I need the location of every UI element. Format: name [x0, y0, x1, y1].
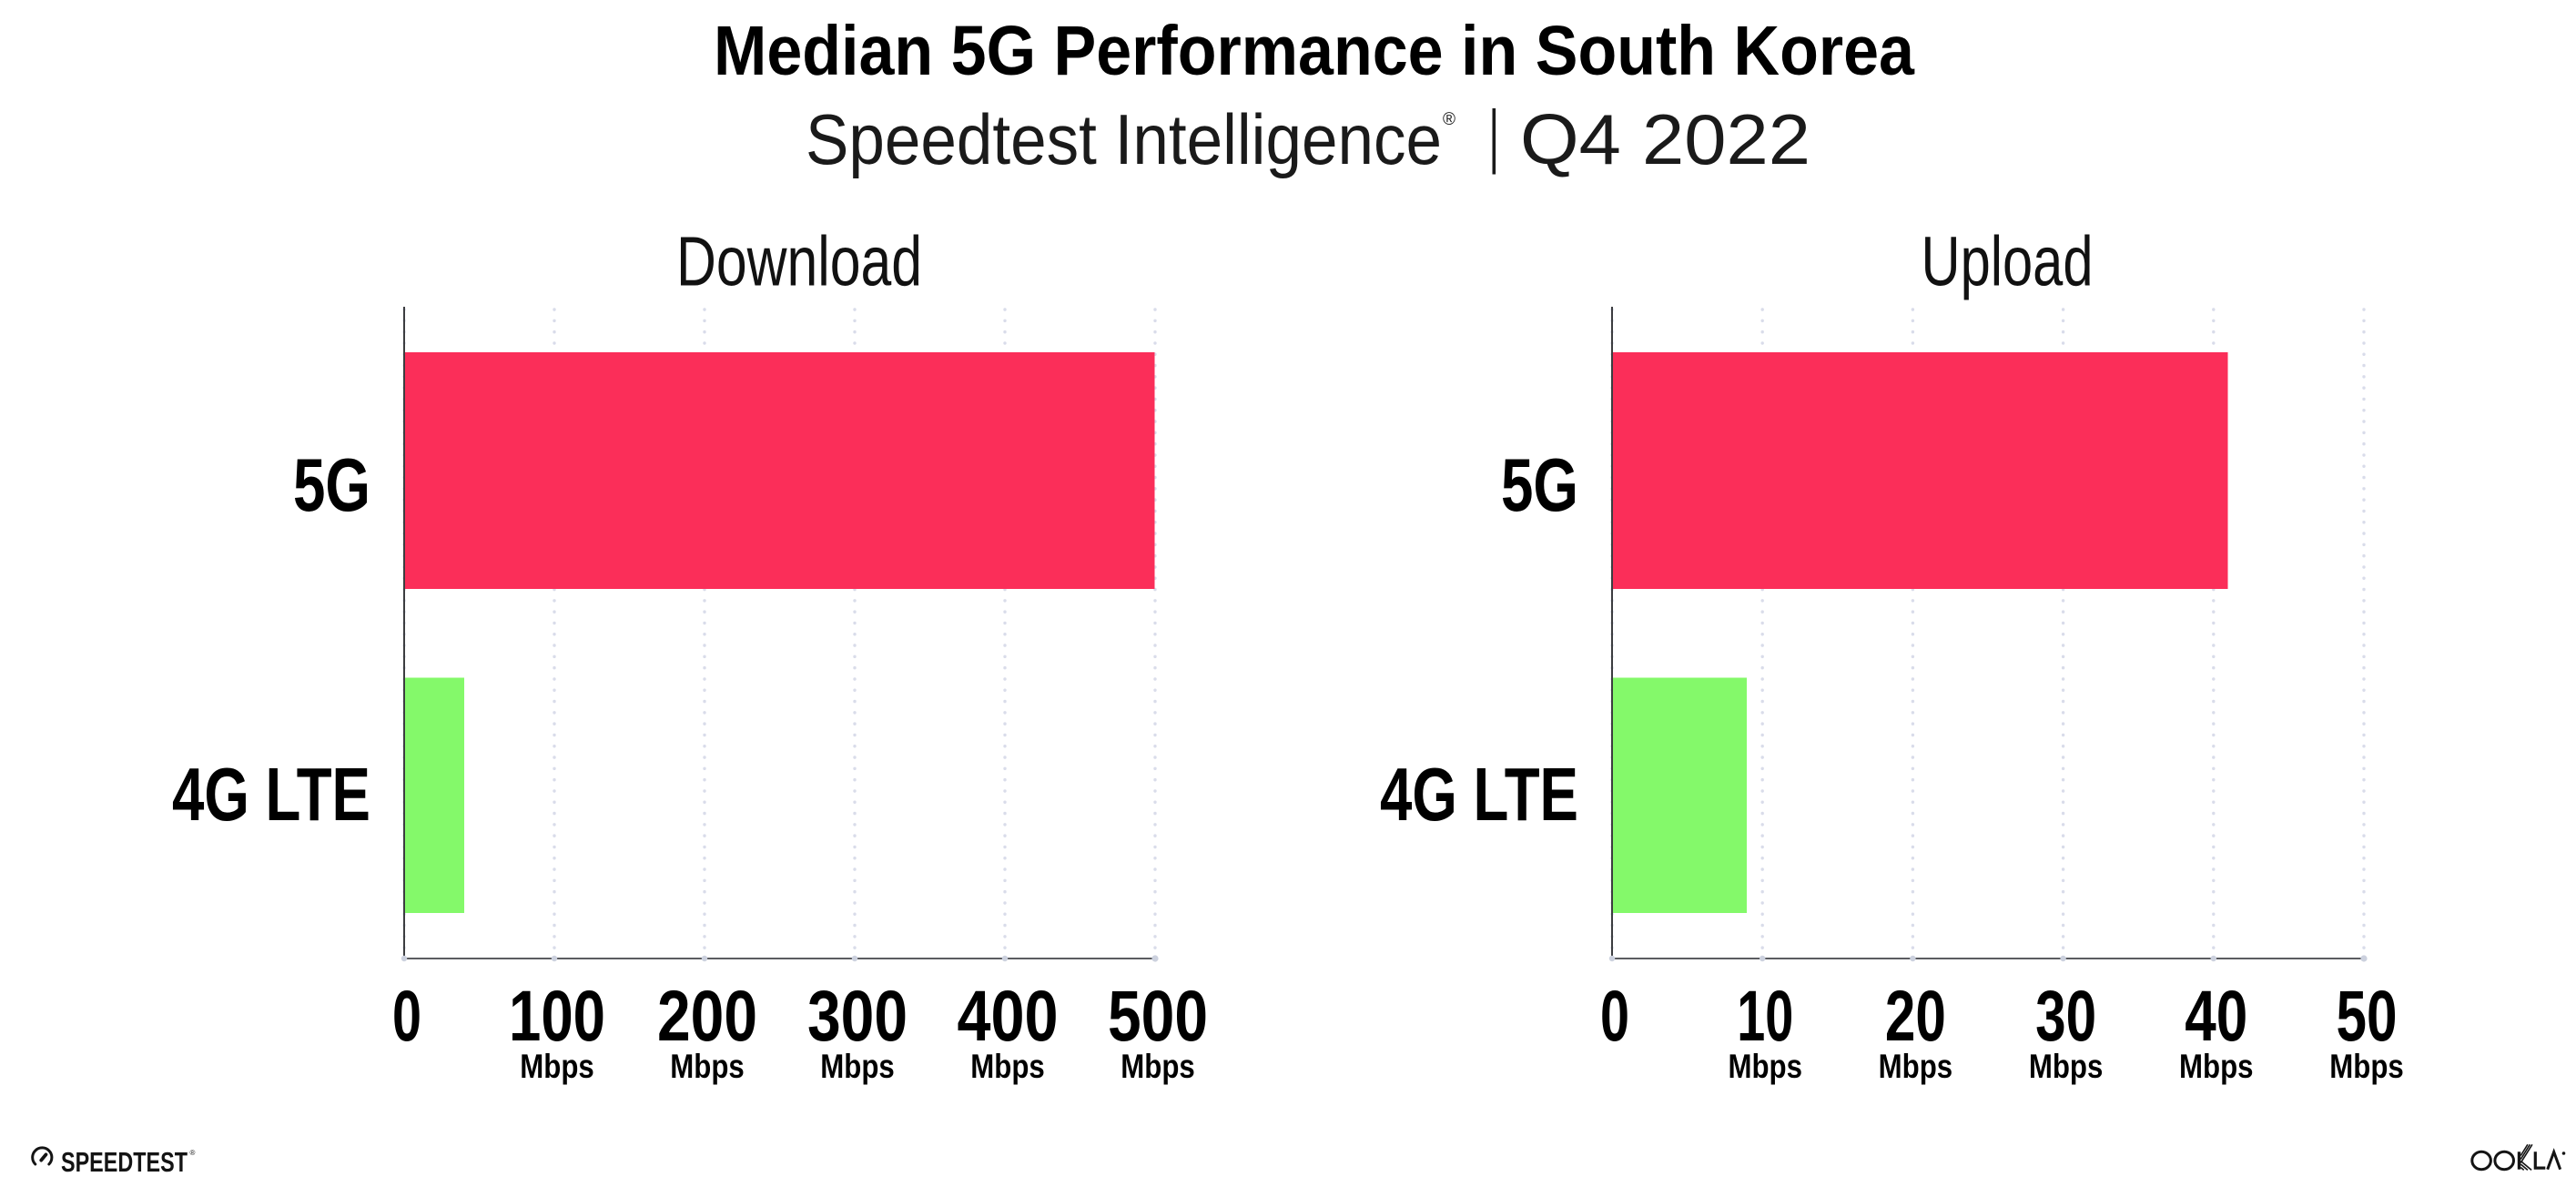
svg-text:Mbps: Mbps: [2329, 1048, 2404, 1085]
svg-text:Mbps: Mbps: [820, 1048, 895, 1085]
svg-text:Mbps: Mbps: [2029, 1048, 2104, 1085]
svg-text:Download: Download: [676, 223, 922, 301]
svg-text:100: 100: [509, 975, 605, 1056]
svg-text:Mbps: Mbps: [1879, 1048, 1953, 1085]
svg-text:200: 200: [657, 975, 757, 1056]
svg-text:40: 40: [2185, 975, 2247, 1056]
svg-text:500: 500: [1108, 975, 1208, 1056]
svg-text:Speedtest Intelligence: Speedtest Intelligence: [806, 99, 1442, 179]
svg-text:Median 5G Performance in South: Median 5G Performance in South Korea: [714, 12, 1915, 90]
svg-text:5G: 5G: [1501, 442, 1578, 527]
svg-text:Mbps: Mbps: [970, 1048, 1045, 1085]
svg-text:Mbps: Mbps: [1121, 1048, 1195, 1085]
svg-text:SPEEDTEST: SPEEDTEST: [61, 1146, 188, 1178]
svg-text:Mbps: Mbps: [2179, 1048, 2254, 1085]
svg-text:50: 50: [2337, 975, 2398, 1056]
svg-text:10: 10: [1737, 975, 1793, 1056]
svg-text:Q4 2022: Q4 2022: [1520, 99, 1810, 179]
svg-text:300: 300: [807, 975, 908, 1056]
svg-text:0: 0: [1600, 975, 1629, 1056]
svg-text:30: 30: [2035, 975, 2096, 1056]
svg-text:4G LTE: 4G LTE: [1380, 752, 1578, 837]
svg-text:20: 20: [1885, 975, 1946, 1056]
svg-text:Upload: Upload: [1922, 223, 2094, 301]
svg-text:5G: 5G: [293, 442, 370, 527]
svg-text:4G LTE: 4G LTE: [172, 752, 370, 837]
svg-text:Mbps: Mbps: [1728, 1048, 1802, 1085]
svg-text:®: ®: [1443, 110, 1455, 129]
svg-text:Mbps: Mbps: [520, 1048, 594, 1085]
svg-text:400: 400: [958, 975, 1059, 1056]
svg-text:Mbps: Mbps: [670, 1048, 745, 1085]
svg-text:0: 0: [392, 975, 421, 1056]
svg-text:®: ®: [190, 1149, 196, 1157]
